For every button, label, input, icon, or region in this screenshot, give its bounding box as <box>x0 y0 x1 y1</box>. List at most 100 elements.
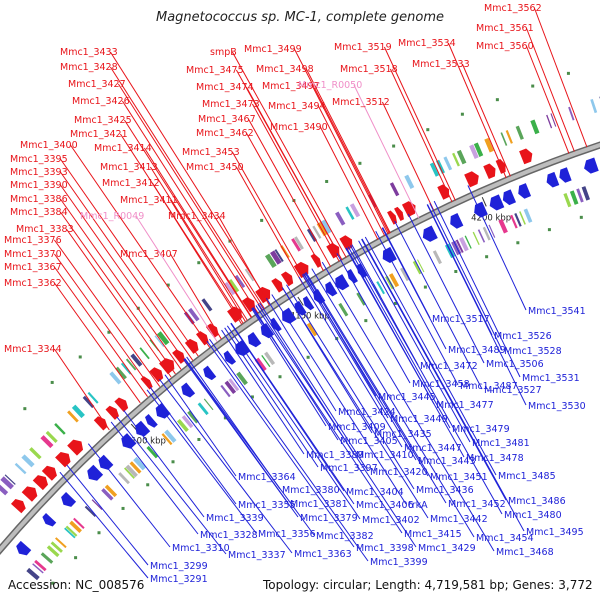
leader-line <box>123 119 252 318</box>
reverse-gene-arrow <box>335 274 350 291</box>
reverse-gene-arrow <box>422 225 438 242</box>
tick-label: 4150 kbp <box>290 311 330 321</box>
gene-label: Mmc1_3386 <box>10 194 68 205</box>
forward-gene-arrow <box>41 465 57 481</box>
leader-line <box>525 27 575 152</box>
leader-line <box>87 443 171 548</box>
reverse-gene-arrow <box>584 157 599 174</box>
functional-category-block <box>416 259 425 273</box>
functional-category-block <box>464 235 472 249</box>
functional-category-block <box>104 484 118 498</box>
forward-gene-arrow <box>172 349 186 364</box>
feature-marker <box>358 161 362 165</box>
leader-line <box>53 282 141 404</box>
leader-line <box>433 200 521 378</box>
functional-category-block <box>429 162 440 177</box>
gene-label: Mmc1_3473 <box>202 99 260 110</box>
functional-category-block <box>176 418 189 433</box>
functional-category-block <box>29 447 42 460</box>
leader-line <box>311 85 389 235</box>
feature-marker <box>278 375 282 379</box>
leader-line <box>117 83 263 311</box>
gene-label: Mmc1_3458 <box>412 379 470 390</box>
leader-line <box>235 166 304 284</box>
leader-line <box>149 386 237 505</box>
functional-category-block <box>50 541 63 553</box>
functional-category-block <box>236 371 248 386</box>
leader-line <box>217 215 270 306</box>
gene-label: Mmc1_3449 <box>390 414 448 425</box>
forward-gene-arrow <box>55 451 71 468</box>
gene-label: Mmc1_3355 <box>238 500 296 511</box>
topology-text: Topology: circular; Length: 4,719,581 bp… <box>263 578 593 592</box>
leader-line <box>525 45 570 154</box>
leader-line <box>281 287 429 519</box>
gene-label: Mmc1_3467 <box>198 114 256 125</box>
functional-category-block <box>55 537 67 549</box>
reverse-gene-arrow <box>502 189 517 206</box>
functional-category-block <box>500 132 508 146</box>
forward-gene-arrow <box>339 235 353 251</box>
gene-label: Mmc1_3485 <box>498 471 556 482</box>
functional-category-block <box>581 186 591 201</box>
gene-label: Mmc1_3402 <box>362 515 420 526</box>
functional-category-block <box>550 113 557 127</box>
functional-category-block <box>82 395 95 409</box>
gene-label: Mmc1_3541 <box>528 306 586 317</box>
leader-line <box>121 100 259 314</box>
gene-label: smpB <box>210 47 237 58</box>
functional-category-block <box>261 354 271 368</box>
reverse-gene-arrow <box>181 382 196 398</box>
gene-labels: Mmc1_3344 Mmc1_3362 Mmc1_3367 Mmc1_3370 Mmc1… <box>4 3 588 585</box>
functional-category-block <box>488 224 496 238</box>
functional-category-block <box>120 362 132 375</box>
reverse-gene-arrow <box>546 171 560 188</box>
functional-category-block <box>412 260 422 275</box>
gene-label: Mmc1_3475 <box>186 65 244 76</box>
functional-category-block <box>473 142 484 157</box>
leader-line <box>169 199 246 322</box>
reverse-gene-arrow <box>450 212 464 229</box>
functional-category-block <box>130 353 143 367</box>
leader-line <box>247 118 332 267</box>
feature-marker <box>74 556 78 560</box>
feature-marker <box>97 531 101 535</box>
gene-label: Mmc1_3468 <box>496 547 554 558</box>
gene-label: Mmc1_3487 <box>460 381 518 392</box>
gene-label: Mmc1_3497 <box>262 81 320 92</box>
functional-category-block <box>133 456 147 471</box>
gene-label: Mmc1_3451 <box>430 472 488 483</box>
functional-category-block <box>456 149 467 165</box>
functional-category-block <box>64 527 76 539</box>
functional-category-block <box>0 484 9 496</box>
functional-category-block <box>400 267 410 282</box>
feature-marker <box>454 269 458 273</box>
gene-label: Mmc1_3406 <box>356 500 414 511</box>
gene-label: Mmc1_3380 <box>282 485 340 496</box>
reverse-gene-arrow <box>121 433 137 449</box>
leader-line <box>361 238 507 501</box>
reverse-gene-arrow <box>518 183 532 199</box>
functional-category-block <box>45 430 58 444</box>
reverse-gene-arrow <box>325 281 338 297</box>
functional-category-block <box>388 273 400 288</box>
leader-line <box>319 126 379 240</box>
leader-line <box>230 322 355 505</box>
functional-category-block <box>115 366 127 380</box>
gene-label: Mmc1_3291 <box>150 574 208 585</box>
gene-label: Mmc1_3415 <box>404 529 462 540</box>
leader-line <box>361 238 525 532</box>
functional-category-block <box>227 278 240 293</box>
leader-line <box>59 211 176 375</box>
functional-category-block <box>482 226 491 241</box>
functional-category-block <box>523 208 533 223</box>
functional-category-block <box>356 292 367 306</box>
gene-label: Mmc1_R0050 <box>298 80 362 91</box>
functional-category-block <box>321 219 333 234</box>
tick-label: 4200 kbp <box>471 213 511 223</box>
feature-marker <box>566 71 570 75</box>
feature-marker <box>325 179 329 183</box>
gene-label: Mmc1_3379 <box>300 513 358 524</box>
reverse-gene-arrow <box>489 194 505 211</box>
